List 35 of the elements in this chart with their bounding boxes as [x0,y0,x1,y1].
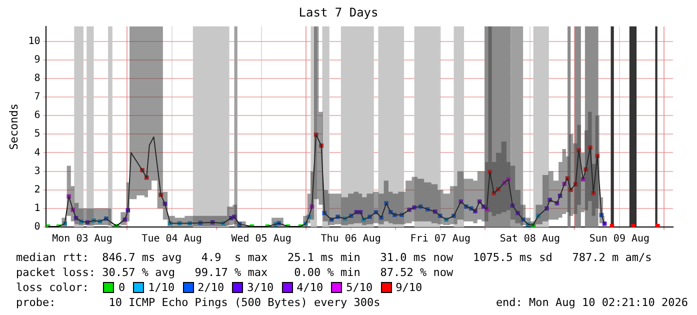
y-tick-label: 2 [34,184,40,196]
x-tick-label: Sun 09 Aug [589,234,650,245]
x-tick-label: Sat 08 Aug [500,234,560,245]
point [656,224,660,227]
text: end: Mon Aug 10 02:21:10 2026 [496,295,688,310]
y-tick-label: 10 [28,36,40,47]
x-tick-label: Thu 06 Aug [320,234,381,245]
x-tick-label: Tue 04 Aug [142,234,202,245]
y-tick-label: 9 [34,54,40,66]
point [610,224,614,227]
y-tick-label: 1 [34,203,40,214]
y-tick-label: 3 [34,166,40,177]
text: probe: 10 ICMP Echo Pings (500 Bytes) every 300s [16,295,380,310]
y-tick-label: 4 [34,147,40,158]
text: packet loss: 30.57 % avg 99.17 % max 0.00 % min 87.52 % now [16,265,454,280]
legend-label: 0 [118,280,126,295]
legend-title: loss color: [16,280,90,295]
legend-label: 5/10 [346,280,373,295]
point [631,224,636,227]
y-tick-label: 5 [34,128,40,140]
legend-label: 9/10 [396,280,422,295]
x-tick-label: Mon 03 Aug [52,234,112,245]
text: median rtt: 846.7 ms avg 4.9 s max 25.1 ms min 31.0 ms now 1075.5 ms sd 787.2 m am/s [16,250,652,265]
legend-label: 3/10 [247,280,274,295]
chart-title: Last 7 Days [298,5,378,20]
y-tick-label: 6 [34,110,40,122]
legend-label: 4/10 [296,280,324,295]
x-tick-label: Wed 05 Aug [231,234,292,245]
y-axis-title: Seconds [7,104,20,150]
legend-label: 2/10 [198,280,224,295]
legend-label: 1/10 [148,280,175,295]
y-tick-label: 0 [34,222,40,233]
y-tick-label: 8 [34,73,40,84]
y-tick-label: 7 [34,92,40,103]
x-tick-label: Fri 07 Aug [410,234,470,245]
